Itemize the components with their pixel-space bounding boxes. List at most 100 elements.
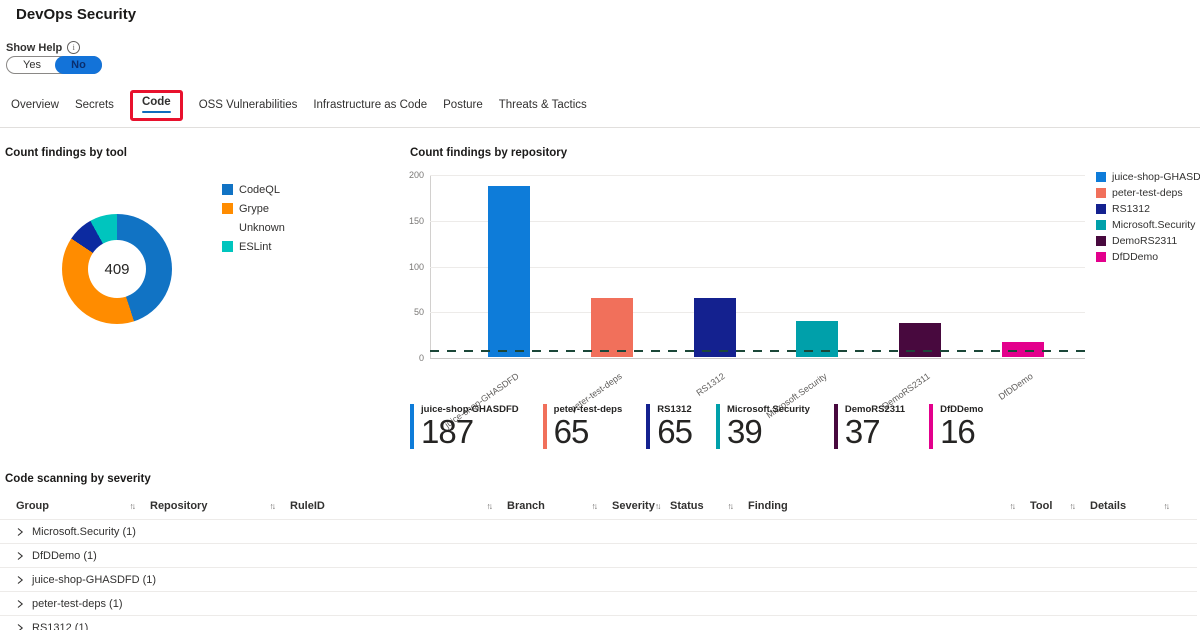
tab-label: Overview bbox=[11, 99, 59, 111]
stat-card-label: Microsoft.Security bbox=[726, 404, 810, 415]
threshold-line bbox=[430, 349, 1085, 352]
stat-card-dfddemo: DfDDemo 16 bbox=[929, 404, 983, 449]
column-header-repository[interactable]: Repository ↑↓ bbox=[150, 500, 290, 512]
stat-card-value: 37 bbox=[844, 413, 881, 450]
legend-swatch bbox=[222, 241, 233, 252]
legend-item-rs1312[interactable]: RS1312 bbox=[1096, 201, 1200, 217]
bar-peter-test-deps[interactable] bbox=[590, 297, 633, 357]
column-label: Status bbox=[670, 500, 704, 512]
tab-posture[interactable]: Posture bbox=[443, 99, 483, 111]
sort-icon: ↑↓ bbox=[1163, 501, 1170, 511]
gridline bbox=[430, 175, 1085, 176]
column-header-status[interactable]: Status ↑↓ bbox=[670, 500, 748, 512]
stat-card-juice-shop-ghasdfd: juice-shop-GHASDFD 187 bbox=[410, 404, 519, 449]
legend-item-juice-shop-ghasdfd[interactable]: juice-shop-GHASDFD bbox=[1096, 169, 1200, 185]
stat-card-label: DemoRS2311 bbox=[844, 404, 906, 415]
chevron-right-icon bbox=[15, 527, 25, 537]
column-label: Group bbox=[16, 500, 49, 512]
table-row-juice-shop-ghasdfd-1[interactable]: juice-shop-GHASDFD (1) bbox=[0, 568, 1197, 592]
legend-item-microsoft-security[interactable]: Microsoft.Security bbox=[1096, 217, 1200, 233]
tab-code[interactable]: Code bbox=[141, 95, 171, 113]
legend-label: ESLint bbox=[239, 240, 272, 253]
column-header-group[interactable]: Group ↑↓ bbox=[16, 500, 150, 512]
sort-icon: ↑↓ bbox=[654, 501, 661, 511]
stat-card-peter-test-deps: peter-test-deps 65 bbox=[542, 404, 622, 449]
column-label: Finding bbox=[748, 500, 788, 512]
sort-icon: ↑↓ bbox=[129, 501, 136, 511]
table-row-dfddemo-1[interactable]: DfDDemo (1) bbox=[0, 544, 1197, 568]
tab-label: Secrets bbox=[74, 99, 114, 111]
legend-swatch bbox=[1096, 204, 1106, 214]
table-title: Code scanning by severity bbox=[5, 473, 151, 485]
table-row-peter-test-deps-1[interactable]: peter-test-deps (1) bbox=[0, 592, 1197, 616]
stat-card-label: juice-shop-GHASDFD bbox=[421, 404, 519, 415]
info-icon[interactable]: i bbox=[67, 41, 81, 54]
legend-label: RS1312 bbox=[1112, 203, 1150, 215]
legend-swatch bbox=[1096, 172, 1106, 182]
legend-swatch bbox=[222, 222, 233, 233]
table-row-rs1312-1[interactable]: RS1312 (1) bbox=[0, 616, 1197, 630]
legend-item-dfddemo[interactable]: DfDDemo bbox=[1096, 249, 1200, 265]
table-header: Group ↑↓ Repository ↑↓ RuleID ↑↓ Branch ↑↓ Sever… bbox=[16, 500, 1184, 512]
bar-rs1312[interactable] bbox=[693, 297, 736, 357]
legend-swatch bbox=[1096, 220, 1106, 230]
tool-chart-title: Count findings by tool bbox=[5, 147, 128, 159]
stat-card-value: 187 bbox=[421, 413, 474, 450]
tab-overview[interactable]: Overview bbox=[11, 99, 59, 111]
column-header-ruleid[interactable]: RuleID ↑↓ bbox=[290, 500, 507, 512]
chevron-right-icon bbox=[15, 551, 25, 561]
column-label: Branch bbox=[507, 500, 545, 512]
sort-icon: ↑↓ bbox=[486, 501, 493, 511]
annotation-highlight-box: Code bbox=[129, 89, 183, 121]
legend-item-eslint[interactable]: ESLint bbox=[222, 237, 285, 256]
column-header-details[interactable]: Details ↑↓ bbox=[1090, 500, 1184, 512]
tab-secrets[interactable]: Secrets bbox=[75, 99, 114, 111]
toggle-option-no[interactable]: No bbox=[55, 56, 102, 74]
bar-demors2311[interactable] bbox=[899, 323, 942, 357]
stat-card-value: 39 bbox=[726, 413, 763, 450]
legend-item-grype[interactable]: Grype bbox=[222, 199, 285, 218]
sort-icon: ↑↓ bbox=[591, 501, 598, 511]
legend-item-demors2311[interactable]: DemoRS2311 bbox=[1096, 233, 1200, 249]
table-row-microsoft-security-1[interactable]: Microsoft.Security (1) bbox=[0, 520, 1197, 544]
column-label: Severity bbox=[612, 500, 655, 512]
chevron-right-icon bbox=[15, 575, 25, 585]
column-header-branch[interactable]: Branch ↑↓ bbox=[507, 500, 612, 512]
show-help-text: Show Help bbox=[6, 41, 63, 54]
repo-stat-cards: juice-shop-GHASDFD 187 peter-test-deps 65 RS… bbox=[410, 404, 983, 449]
legend-item-unknown[interactable]: Unknown bbox=[222, 218, 285, 237]
legend-item-codeql[interactable]: CodeQL bbox=[222, 180, 285, 199]
show-help-label: Show Help i bbox=[6, 41, 81, 54]
sort-icon: ↑↓ bbox=[269, 501, 276, 511]
page-title: DevOps Security bbox=[16, 6, 137, 23]
legend-label: Unknown bbox=[239, 221, 285, 234]
tab-threats-tactics[interactable]: Threats & Tactics bbox=[499, 99, 587, 111]
tab-oss-vulnerabilities[interactable]: OSS Vulnerabilities bbox=[199, 99, 298, 111]
tab-infrastructure-as-code[interactable]: Infrastructure as Code bbox=[313, 99, 427, 111]
column-label: Details bbox=[1090, 500, 1127, 512]
repo-plot: 200 150 100 50 0 juice-shop-GHASDFD peter-test… bbox=[409, 170, 1085, 430]
legend-label: DfDDemo bbox=[1112, 251, 1159, 263]
active-tab-underline bbox=[141, 110, 171, 113]
legend-swatch bbox=[1096, 188, 1106, 198]
stat-card-microsoft-security: Microsoft.Security 39 bbox=[715, 404, 810, 450]
column-header-finding[interactable]: Finding ↑↓ bbox=[748, 500, 1030, 512]
legend-label: DemoRS2311 bbox=[1112, 235, 1178, 247]
column-header-severity[interactable]: Severity ↑↓ bbox=[612, 500, 670, 512]
show-help-toggle[interactable]: Yes No bbox=[6, 56, 102, 74]
donut-center-total: 409 bbox=[104, 260, 130, 278]
toggle-option-yes[interactable]: Yes bbox=[23, 59, 41, 71]
gridline bbox=[430, 358, 1085, 359]
chevron-right-icon bbox=[15, 599, 25, 609]
row-group-label: DfDDemo (1) bbox=[32, 549, 97, 562]
sort-icon: ↑↓ bbox=[1009, 501, 1016, 511]
sort-icon: ↑↓ bbox=[727, 501, 734, 511]
column-header-tool[interactable]: Tool ↑↓ bbox=[1030, 500, 1090, 512]
legend-label: CodeQL bbox=[239, 183, 280, 196]
repo-chart-legend: juice-shop-GHASDFD peter-test-deps RS1312 M… bbox=[1096, 169, 1200, 265]
tab-label: Code bbox=[141, 95, 171, 108]
header-separator bbox=[0, 127, 1200, 128]
bar-juice-shop-ghasdfd[interactable] bbox=[488, 185, 530, 357]
legend-item-peter-test-deps[interactable]: peter-test-deps bbox=[1096, 185, 1200, 201]
column-label: Tool bbox=[1030, 500, 1053, 512]
